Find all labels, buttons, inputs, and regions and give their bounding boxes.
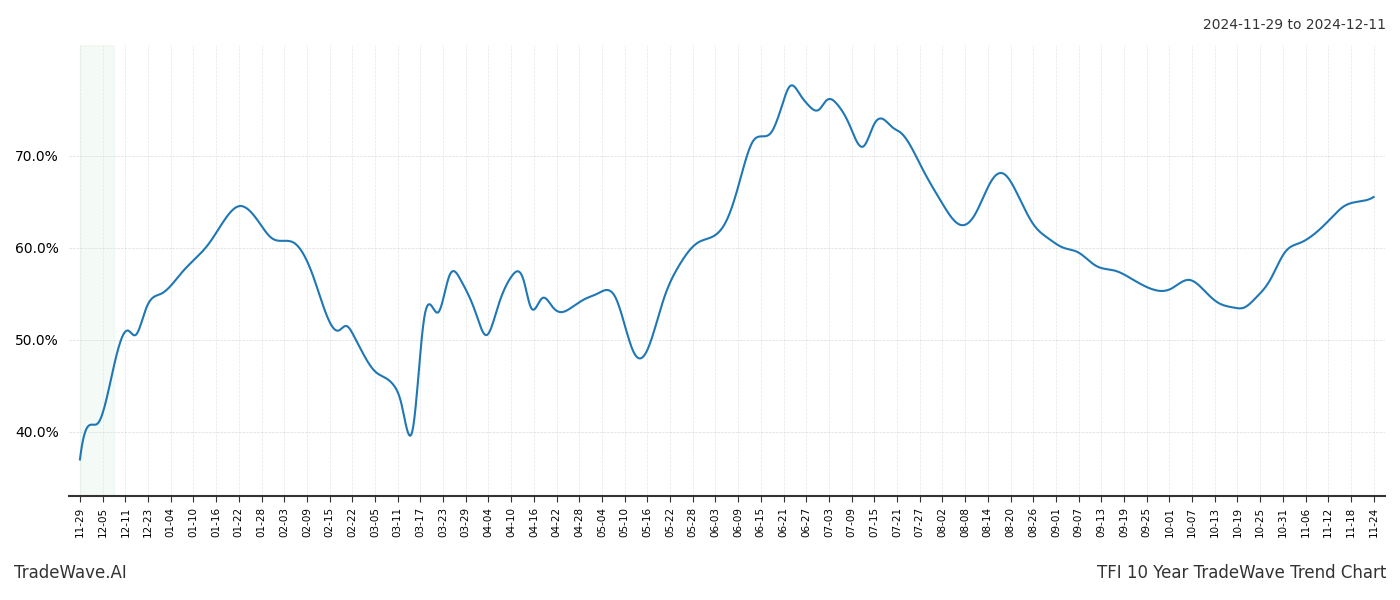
Bar	[80, 45, 113, 496]
Text: TFI 10 Year TradeWave Trend Chart: TFI 10 Year TradeWave Trend Chart	[1096, 564, 1386, 582]
Text: TradeWave.AI: TradeWave.AI	[14, 564, 127, 582]
Text: 2024-11-29 to 2024-12-11: 2024-11-29 to 2024-12-11	[1203, 18, 1386, 32]
